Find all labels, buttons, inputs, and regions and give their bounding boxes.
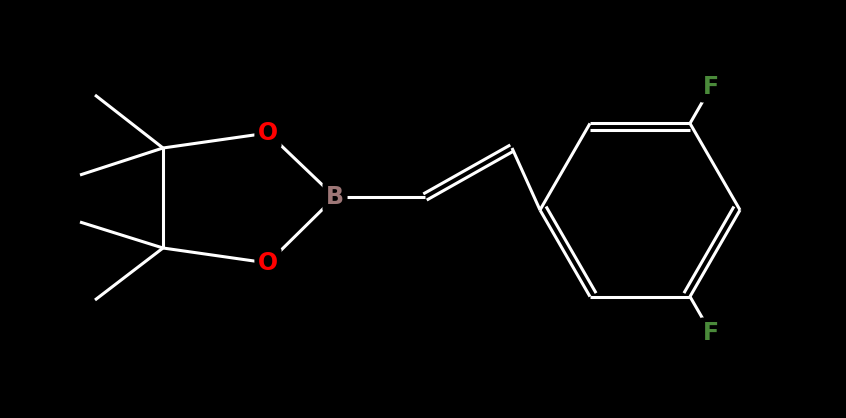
Text: O: O (258, 121, 278, 145)
Text: F: F (703, 75, 719, 99)
Text: F: F (703, 321, 719, 345)
Text: B: B (326, 185, 344, 209)
Text: O: O (258, 251, 278, 275)
